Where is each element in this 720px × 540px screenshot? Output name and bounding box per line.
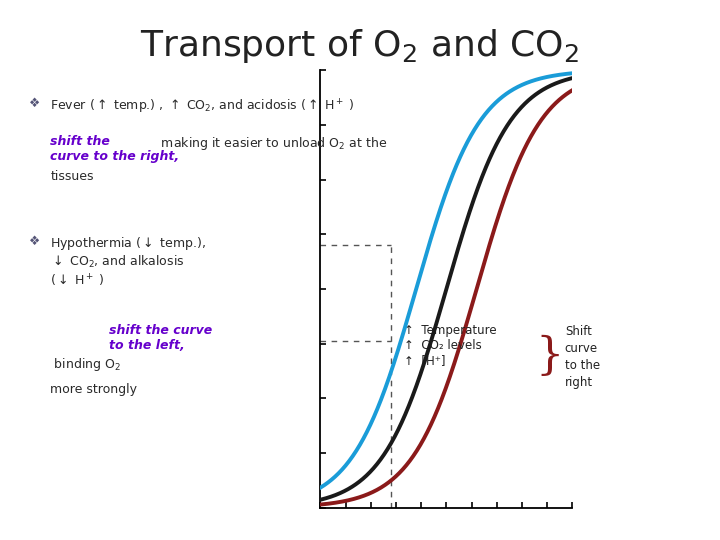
Text: }: } [536, 335, 564, 379]
Text: ↑  Temperature
↑  CO₂ levels
↑  [H⁺]: ↑ Temperature ↑ CO₂ levels ↑ [H⁺] [403, 324, 496, 367]
Text: tissues: tissues [50, 170, 94, 183]
Text: more strongly: more strongly [50, 383, 138, 396]
Text: ❖: ❖ [29, 235, 40, 248]
Text: Hypothermia ($\downarrow$ temp.),
$\downarrow$ CO$_2$, and alkalosis
($\downarro: Hypothermia ($\downarrow$ temp.), $\down… [50, 235, 206, 289]
Text: shift the curve
to the left,: shift the curve to the left, [109, 324, 212, 352]
Text: making it easier to unload O$_2$ at the: making it easier to unload O$_2$ at the [157, 135, 387, 152]
Text: Shift
curve
to the
right: Shift curve to the right [565, 325, 600, 389]
Text: shift the
curve to the right,: shift the curve to the right, [50, 135, 179, 163]
Text: ❖: ❖ [29, 97, 40, 110]
Text: Transport of O$_2$ and CO$_2$: Transport of O$_2$ and CO$_2$ [140, 27, 580, 65]
Text: binding O$_2$: binding O$_2$ [50, 356, 122, 373]
Text: Fever ($\uparrow$ temp.) , $\uparrow$ CO$_2$, and acidosis ($\uparrow$ H$^+$ ): Fever ($\uparrow$ temp.) , $\uparrow$ CO… [50, 97, 355, 116]
